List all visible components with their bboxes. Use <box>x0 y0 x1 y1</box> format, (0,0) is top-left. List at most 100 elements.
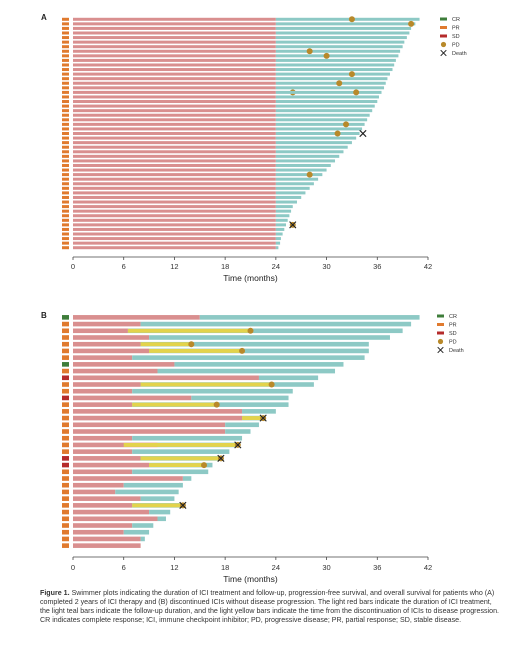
followup-bar <box>275 45 403 49</box>
treatment-bar <box>73 141 276 145</box>
patient-row <box>62 168 327 172</box>
treatment-bar <box>73 209 276 213</box>
legend-item-pr: PR <box>440 26 460 32</box>
response-marker-pr <box>62 543 69 548</box>
legend-item-sd: SD <box>440 34 460 40</box>
patient-row <box>62 388 293 394</box>
patient-row <box>62 422 259 428</box>
patient-row <box>62 45 403 49</box>
followup-bar <box>140 496 175 501</box>
treatment-bar <box>73 388 133 394</box>
legend-swatch <box>440 34 447 38</box>
response-marker-pr <box>62 109 69 113</box>
patient-row <box>62 145 348 149</box>
followup-bar <box>275 218 288 222</box>
treatment-bar <box>73 395 192 401</box>
followup-bar <box>275 31 410 35</box>
followup-bar <box>275 77 388 81</box>
followup-bar <box>275 63 395 67</box>
legend-label: PD <box>449 340 457 346</box>
response-marker-pr <box>62 100 69 104</box>
response-marker-sd <box>62 462 69 468</box>
legend-swatch <box>437 314 444 318</box>
response-marker-pr <box>62 368 69 374</box>
treatment-bar <box>73 435 133 441</box>
x-tick-label: 24 <box>272 262 280 271</box>
progression-bar <box>242 416 264 421</box>
legend-item-pr: PR <box>437 323 457 329</box>
followup-bar <box>275 214 290 218</box>
caption-text: Swimmer plots indicating the duration of… <box>40 589 499 625</box>
followup-bar <box>115 489 179 495</box>
response-marker-pr <box>62 429 69 434</box>
legend-swatch <box>440 41 447 48</box>
patient-row <box>62 246 279 250</box>
death-marker <box>259 414 267 422</box>
response-marker-pr <box>62 442 69 448</box>
followup-bar <box>275 209 292 213</box>
patient-row <box>62 200 297 204</box>
patient-row <box>62 469 209 475</box>
followup-bar <box>275 95 379 99</box>
patient-row <box>62 171 323 178</box>
followup-bar <box>275 200 297 204</box>
progression-bar <box>132 402 217 407</box>
followup-bar <box>275 168 327 172</box>
patient-row <box>62 58 396 62</box>
patient-row <box>62 177 319 181</box>
x-tick-label: 18 <box>221 262 229 271</box>
followup-bar <box>275 104 375 108</box>
legend: CR PR SD PD Death <box>437 314 464 354</box>
patient-row <box>62 501 187 509</box>
response-marker-pr <box>62 355 69 360</box>
followup-bar <box>140 341 369 347</box>
treatment-bar <box>73 36 276 40</box>
patient-row <box>62 462 213 469</box>
pd-marker <box>247 327 254 334</box>
patient-row <box>62 395 289 401</box>
death-marker <box>179 501 187 509</box>
patient-row <box>62 375 319 381</box>
legend-label: CR <box>452 17 460 23</box>
followup-bar <box>275 81 386 85</box>
followup-bar <box>275 237 281 241</box>
treatment-bar <box>73 223 276 227</box>
followup-bar <box>275 182 314 186</box>
treatment-bar <box>73 375 259 381</box>
patient-row <box>62 77 388 81</box>
patient-row <box>62 195 302 199</box>
patient-row <box>62 136 357 140</box>
pd-marker <box>353 89 360 96</box>
patient-row <box>62 482 183 488</box>
treatment-bar <box>73 355 133 360</box>
response-marker-pr <box>62 232 69 236</box>
x-tick-label: 18 <box>221 563 229 572</box>
treatment-bar <box>73 173 276 177</box>
treatment-bar <box>73 86 276 90</box>
patient-row <box>62 159 336 163</box>
response-marker-pr <box>62 341 69 347</box>
legend-label: Death <box>452 51 467 57</box>
patient-row <box>62 321 412 327</box>
patient-row <box>62 414 267 422</box>
pd-marker <box>334 130 341 137</box>
x-tick-label: 30 <box>322 563 330 572</box>
treatment-bar <box>73 200 276 204</box>
panel-A: A 0 6 12 18 24 30 36 42 Time (months) CR PR SD PD Deat… <box>41 13 467 283</box>
x-tick-label: 30 <box>322 262 330 271</box>
followup-bar <box>149 509 171 515</box>
legend-item-cr: CR <box>440 17 460 23</box>
treatment-bar <box>73 163 276 167</box>
patient-row <box>62 104 375 108</box>
patient-row <box>62 355 365 360</box>
patient-row <box>62 409 276 414</box>
treatment-bar <box>73 315 200 320</box>
followup-bar <box>258 375 319 381</box>
figure-caption: Figure 1. Swimmer plots indicating the d… <box>40 589 500 625</box>
response-marker-pr <box>62 496 69 501</box>
response-marker-pr <box>62 168 69 172</box>
patient-row <box>62 476 192 481</box>
response-marker-pr <box>62 68 69 72</box>
response-marker-pr <box>62 36 69 40</box>
patient-row <box>62 16 420 23</box>
